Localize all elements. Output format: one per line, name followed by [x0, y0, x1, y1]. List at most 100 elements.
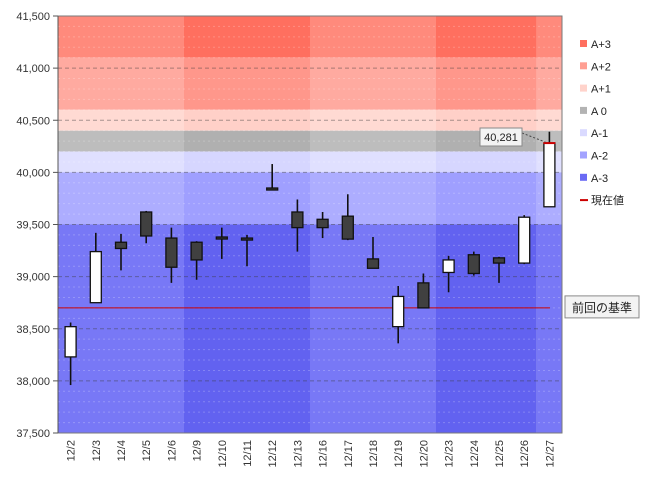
- candle-body-down: [165, 237, 178, 268]
- band-ap2: [58, 57, 184, 110]
- legend: A+3 A+2 A+1 A 0 A-1 A-2 A-3 現在値: [580, 39, 624, 207]
- x-tick-label: 12/3: [91, 440, 103, 461]
- legend-label: A-1: [591, 128, 608, 140]
- legend-swatch: [580, 151, 587, 159]
- legend-label: A+2: [591, 61, 611, 73]
- candle-body-down: [140, 211, 153, 237]
- band-ap3: [436, 16, 537, 58]
- candle-body-down: [190, 241, 203, 261]
- candle-body-up: [543, 142, 556, 208]
- x-tick-label: 12/17: [343, 440, 355, 468]
- candle-body-up: [392, 295, 405, 328]
- reference-label-box: [564, 295, 640, 319]
- band-a-1: [184, 151, 310, 173]
- band-a-1: [310, 151, 436, 173]
- legend-swatch: [580, 40, 587, 47]
- band-a-2: [436, 172, 537, 225]
- callout-label: 40,281: [484, 132, 518, 144]
- candle-body-down: [366, 258, 380, 269]
- x-tick-label: 12/24: [469, 440, 481, 468]
- x-tick-label: 12/18: [368, 440, 380, 468]
- x-tick-label: 12/11: [242, 440, 254, 467]
- legend-swatch: [580, 84, 587, 92]
- y-tick-label: 40,000: [16, 167, 50, 179]
- x-tick-label: 12/25: [494, 440, 506, 468]
- band-a0: [310, 130, 436, 152]
- band-a0: [58, 130, 184, 152]
- band-a-2: [310, 172, 436, 225]
- band-layer: [58, 16, 562, 433]
- legend-label: A-2: [591, 151, 608, 163]
- band-ap1: [436, 109, 537, 131]
- band-ap2: [536, 57, 562, 110]
- band-ap1: [536, 109, 562, 131]
- y-axis: 41,500 41,000 40,500 40,000 39,500 39,000 38,5…: [16, 11, 59, 440]
- x-tick-label: 12/4: [116, 440, 128, 461]
- x-tick-label: 12/27: [544, 440, 556, 468]
- legend-swatch: [580, 129, 587, 137]
- x-tick-label: 12/20: [418, 440, 430, 468]
- candle-body-up: [518, 216, 531, 264]
- legend-swatch: [580, 106, 587, 114]
- y-tick-label: 37,500: [16, 428, 50, 440]
- band-ap2: [184, 57, 310, 110]
- legend-swatch: [580, 173, 587, 181]
- current-value-callout: 40,281: [479, 127, 556, 147]
- band-ap1: [58, 109, 184, 131]
- candle-body-down: [215, 236, 228, 240]
- band-ap3: [536, 16, 562, 58]
- x-tick-label: 12/2: [66, 440, 78, 461]
- band-ap3: [310, 16, 436, 58]
- legend-swatch: [580, 62, 587, 70]
- x-tick-label: 12/13: [292, 440, 304, 468]
- x-tick-label: 12/23: [444, 440, 456, 468]
- x-tick-label: 12/12: [267, 440, 279, 468]
- band-a-2: [58, 172, 184, 225]
- legend-label: A 0: [591, 106, 607, 118]
- band-a-1: [436, 151, 537, 173]
- y-tick-label: 40,500: [16, 115, 50, 127]
- y-tick-label: 38,500: [16, 324, 50, 336]
- legend-label: A-3: [591, 173, 608, 185]
- candle-body-down: [467, 254, 480, 275]
- y-tick-label: 39,000: [16, 272, 50, 284]
- band-a-3: [536, 224, 562, 433]
- x-axis: 12/2 12/3 12/4 12/5 12/6 12/9 12/10 12/11 12/12 1…: [66, 440, 557, 468]
- callout-box: [479, 127, 523, 147]
- band-ap1: [310, 109, 436, 131]
- x-tick-label: 12/16: [318, 440, 330, 468]
- candle-body-down: [114, 241, 128, 250]
- callout-leader: [521, 132, 546, 143]
- reference-label: 前回の基準: [572, 300, 632, 315]
- candle-body-down: [341, 215, 354, 240]
- candle-body-down: [417, 282, 430, 309]
- band-a0: [184, 130, 310, 152]
- candle-body-up: [89, 250, 102, 304]
- legend-label: 現在値: [591, 194, 624, 207]
- candles-layer: [64, 131, 556, 386]
- candle-body-up: [64, 326, 77, 358]
- candle-body-down: [240, 237, 254, 241]
- x-tick-label: 12/10: [217, 440, 229, 468]
- band-ap3: [184, 16, 310, 58]
- band-ap1: [184, 109, 310, 131]
- candle-body-up: [442, 259, 455, 274]
- x-tick-label: 12/19: [393, 440, 405, 468]
- legend-label: A+1: [591, 84, 611, 96]
- band-a-1: [58, 151, 184, 173]
- reference-line-layer: 前回の基準: [58, 295, 640, 319]
- x-tick-label: 12/5: [141, 440, 153, 461]
- candle-body-down: [291, 211, 304, 229]
- legend-label: A+3: [591, 39, 611, 51]
- x-tick-label: 12/9: [192, 440, 204, 461]
- band-ap2: [310, 57, 436, 110]
- x-tick-label: 12/26: [519, 440, 531, 468]
- band-ap2: [436, 57, 537, 110]
- y-tick-label: 41,000: [16, 63, 50, 75]
- band-a-2: [184, 172, 310, 225]
- candle-body-down: [492, 257, 506, 264]
- candle-body-down: [316, 218, 329, 229]
- y-tick-label: 41,500: [16, 11, 50, 23]
- band-ap3: [58, 16, 184, 58]
